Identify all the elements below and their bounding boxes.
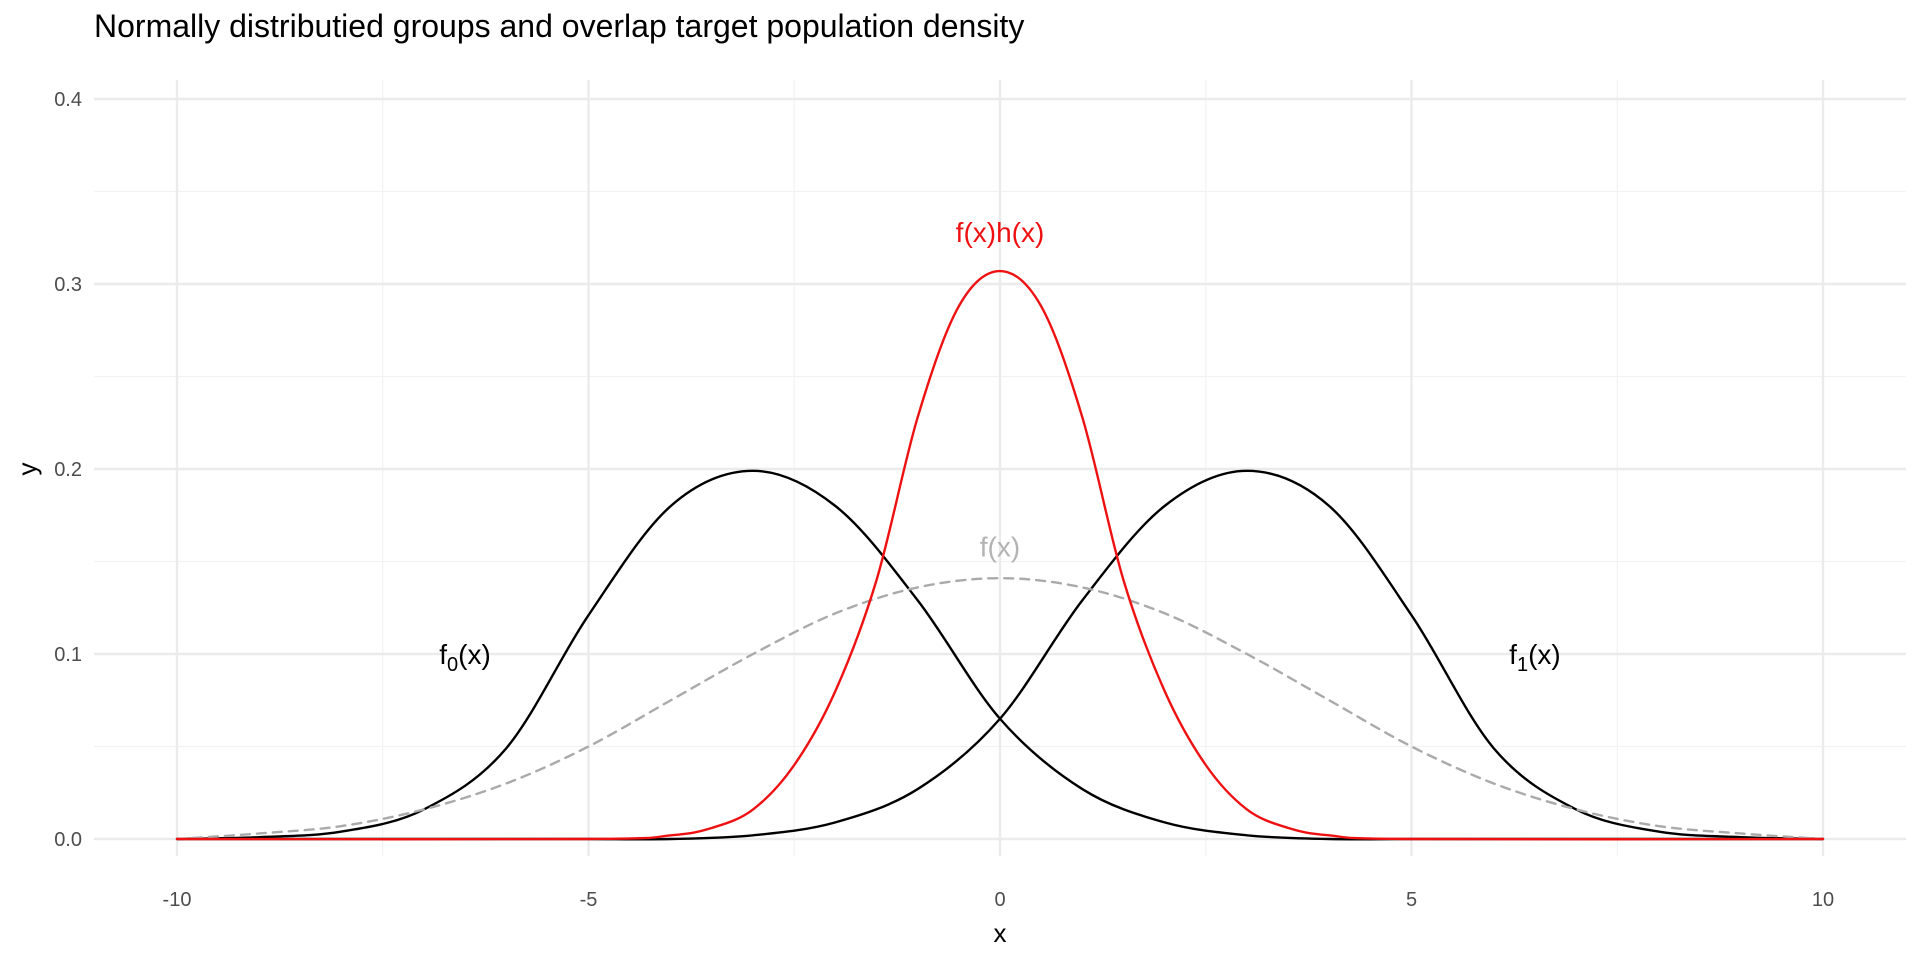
- y-axis-tick-labels: 0.0 0.1 0.2 0.3 0.4: [54, 89, 82, 851]
- chart-title: Normally distributied groups and overlap…: [94, 8, 1025, 44]
- x-tick-label: 5: [1406, 889, 1417, 911]
- curve-fh: [175, 269, 1825, 841]
- y-tick-label: 0.1: [54, 644, 82, 666]
- y-axis-title: y: [12, 463, 42, 476]
- label-f0: f0(x): [439, 639, 491, 676]
- y-tick-label: 0.3: [54, 274, 82, 296]
- x-tick-label: -5: [580, 889, 598, 911]
- label-f1: f1(x): [1509, 639, 1561, 676]
- x-axis-title: x: [994, 918, 1007, 948]
- x-tick-label: -10: [163, 889, 192, 911]
- label-f: f(x): [980, 532, 1020, 563]
- x-axis-tick-labels: -10 -5 0 5 10: [163, 889, 1835, 911]
- label-fh: f(x)h(x): [956, 217, 1045, 248]
- x-tick-label: 0: [994, 889, 1005, 911]
- curve-f: [175, 576, 1825, 841]
- curve-labels: f0(x) f1(x) f(x) f(x)h(x): [439, 217, 1560, 676]
- y-tick-label: 0.2: [54, 459, 82, 481]
- density-curves: [175, 269, 1825, 841]
- y-tick-label: 0.4: [54, 89, 82, 111]
- major-gridlines: [94, 80, 1906, 856]
- y-tick-label: 0.0: [54, 829, 82, 851]
- x-tick-label: 10: [1812, 889, 1834, 911]
